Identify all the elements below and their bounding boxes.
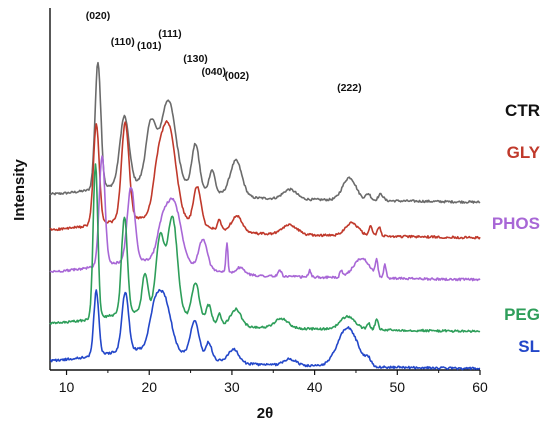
series-label-sl: SL — [518, 337, 540, 356]
x-tick-label-30: 30 — [224, 379, 240, 395]
x-tick-label-20: 20 — [141, 379, 157, 395]
peak-label: (002) — [225, 70, 250, 82]
series-line-ctr — [49, 61, 481, 204]
x-tick-label-40: 40 — [307, 379, 323, 395]
x-axis-title: 2θ — [257, 405, 273, 422]
series-label-phos: PHOS — [492, 214, 540, 233]
peak-label: (111) — [158, 28, 181, 40]
peak-label: (101) — [137, 40, 162, 52]
plot-frame — [49, 8, 480, 371]
series-label-ctr: CTR — [505, 101, 540, 120]
series-line-gly — [49, 120, 481, 240]
peak-label: (130) — [183, 53, 208, 65]
series-label-peg: PEG — [504, 305, 540, 324]
peak-label: (040) — [201, 66, 226, 78]
peak-label: (110) — [111, 36, 135, 48]
series-line-peg — [49, 163, 481, 334]
x-tick-label-50: 50 — [390, 379, 406, 395]
series-label-gly: GLY — [507, 143, 541, 162]
series-line-sl — [49, 288, 481, 371]
y-axis-title: Intensity — [11, 159, 28, 221]
peak-label: (222) — [337, 82, 362, 94]
peak-label: (020) — [86, 10, 111, 22]
x-tick-label-60: 60 — [472, 379, 488, 395]
x-tick-label-10: 10 — [59, 379, 75, 395]
